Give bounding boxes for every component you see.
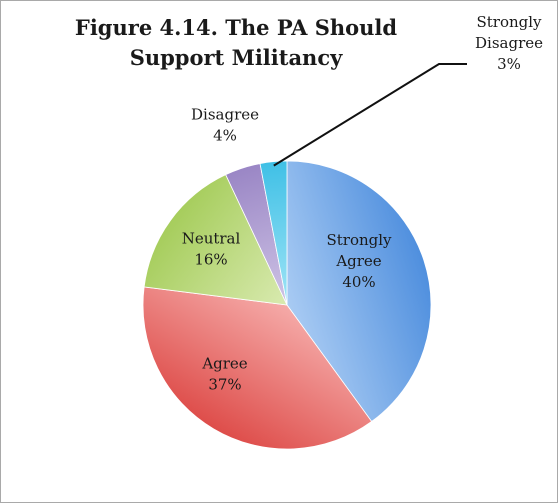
pie-slice-3 bbox=[143, 174, 288, 306]
slice-name-3: Neutral bbox=[182, 230, 241, 248]
slice-label-4: Disagree 4% bbox=[191, 106, 259, 145]
slice-percent-5: 3% bbox=[497, 55, 521, 73]
chart-title: Figure 4.14. The PA Should Support Milit… bbox=[41, 13, 431, 73]
slice-percent-2: 37% bbox=[208, 376, 241, 394]
pie-slice-1 bbox=[286, 160, 432, 423]
slice-name-5: Disagree bbox=[475, 34, 543, 52]
slice-name-4: Disagree bbox=[191, 106, 259, 124]
slice-label-5: Strongly Disagree 3% bbox=[475, 13, 543, 73]
slice-percent-3: 16% bbox=[194, 251, 227, 269]
slice-label-2: Agree 37% bbox=[201, 355, 247, 394]
slice-name-2: Agree bbox=[201, 355, 247, 373]
slice-label-1: Strongly Agree 40% bbox=[326, 231, 392, 291]
pie-slice-2 bbox=[142, 286, 373, 450]
slice-label-3: Neutral 16% bbox=[182, 230, 241, 269]
pie-slice-5 bbox=[259, 160, 288, 306]
slice-percent-1: 40% bbox=[342, 273, 375, 291]
slice-percent-4: 4% bbox=[213, 127, 237, 145]
slice-name-1: Agree bbox=[335, 252, 381, 270]
leader-line-5 bbox=[273, 63, 467, 167]
chart-title-line-1: Figure 4.14. The PA Should bbox=[74, 15, 398, 40]
slice-name-5: Strongly bbox=[476, 13, 542, 31]
slice-name-1: Strongly bbox=[326, 231, 392, 249]
chart-title-line-2: Support Militancy bbox=[129, 45, 343, 70]
